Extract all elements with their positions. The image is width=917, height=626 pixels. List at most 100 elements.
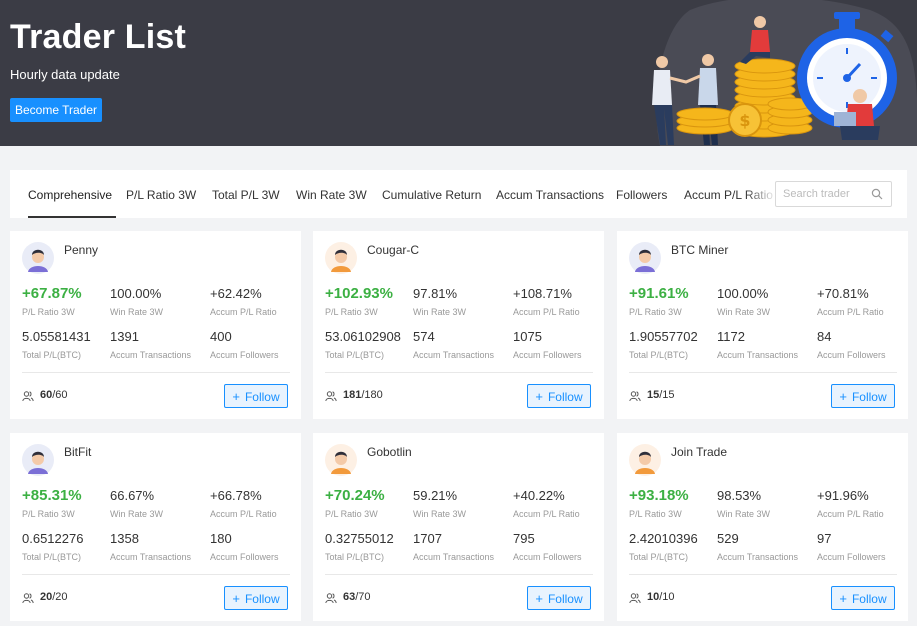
accum-pl-ratio-label: Accum P/L Ratio <box>513 509 580 519</box>
accum-followers-value: 97 <box>817 531 832 546</box>
accum-transactions-value: 1707 <box>413 531 442 546</box>
card-divider <box>325 372 593 373</box>
card-divider <box>22 574 290 575</box>
svg-text:$: $ <box>739 111 750 130</box>
accum-pl-ratio-label: Accum P/L Ratio <box>817 307 884 317</box>
win-rate-3w-value: 100.00% <box>717 286 769 301</box>
accum-transactions-label: Accum Transactions <box>717 552 799 562</box>
card-divider <box>629 372 897 373</box>
trader-avatar-icon[interactable] <box>629 242 661 274</box>
follow-button[interactable]: + Follow <box>527 586 591 610</box>
accum-followers-value: 180 <box>210 531 232 546</box>
follow-button[interactable]: + Follow <box>224 586 288 610</box>
search-box <box>775 181 892 207</box>
current-followers: 20 <box>40 591 53 603</box>
accum-transactions-value: 1172 <box>717 329 745 344</box>
tab-comprehensive[interactable]: Comprehensive <box>28 188 113 202</box>
accum-followers-value: 1075 <box>513 329 542 344</box>
total-pl-btc-label: Total P/L(BTC) <box>325 552 385 562</box>
win-rate-3w-label: Win Rate 3W <box>110 307 164 317</box>
tab-pl-ratio-3w[interactable]: P/L Ratio 3W <box>126 188 197 202</box>
trader-avatar-icon[interactable] <box>22 242 54 274</box>
accum-followers-label: Accum Followers <box>817 350 886 360</box>
trader-name[interactable]: BitFit <box>64 445 92 459</box>
total-pl-btc-value: 5.05581431 <box>22 329 91 344</box>
win-rate-3w-label: Win Rate 3W <box>413 509 467 519</box>
tab-followers[interactable]: Followers <box>616 188 668 202</box>
accum-pl-ratio-label: Accum P/L Ratio <box>210 307 277 317</box>
win-rate-3w-value: 66.67% <box>110 488 155 503</box>
follow-label: Follow <box>547 591 583 606</box>
win-rate-3w-value: 97.81% <box>413 286 458 301</box>
accum-transactions-value: 529 <box>717 531 739 546</box>
accum-pl-ratio-value: +62.42% <box>210 286 262 301</box>
max-followers: /15 <box>659 389 675 401</box>
trader-card: Penny +67.87% P/L Ratio 3W 100.00% Win R… <box>10 231 301 419</box>
follow-label: Follow <box>851 591 887 606</box>
total-pl-btc-label: Total P/L(BTC) <box>22 350 82 360</box>
current-followers: 181 <box>343 389 362 401</box>
accum-followers-value: 84 <box>817 329 832 344</box>
win-rate-3w-value: 98.53% <box>717 488 762 503</box>
follow-button[interactable]: + Follow <box>831 586 895 610</box>
pl-ratio-3w-value: +102.93% <box>325 285 393 302</box>
accum-transactions-value: 1358 <box>110 531 139 546</box>
plus-icon: + <box>839 590 847 606</box>
accum-pl-ratio-value: +66.78% <box>210 488 262 503</box>
ranking-tab-bar: Comprehensive P/L Ratio 3W Total P/L 3W … <box>10 170 907 218</box>
tab-accum-transactions[interactable]: Accum Transactions <box>496 188 605 202</box>
users-icon <box>22 391 34 402</box>
search-icon[interactable] <box>871 188 883 200</box>
accum-pl-ratio-label: Accum P/L Ratio <box>513 307 580 317</box>
trading-illustration: $ <box>652 0 917 146</box>
accum-pl-ratio-value: +70.81% <box>817 286 869 301</box>
pl-ratio-3w-value: +85.31% <box>22 487 82 504</box>
total-pl-btc-label: Total P/L(BTC) <box>629 552 689 562</box>
card-divider <box>629 574 897 575</box>
follow-button[interactable]: + Follow <box>527 384 591 408</box>
accum-transactions-value: 1391 <box>110 329 139 344</box>
tab-win-rate-3w[interactable]: Win Rate 3W <box>296 188 367 202</box>
total-pl-btc-label: Total P/L(BTC) <box>629 350 689 360</box>
pl-ratio-3w-label: P/L Ratio 3W <box>629 307 682 317</box>
trader-avatar-icon[interactable] <box>22 444 54 476</box>
accum-transactions-label: Accum Transactions <box>413 552 495 562</box>
follow-button[interactable]: + Follow <box>831 384 895 408</box>
win-rate-3w-label: Win Rate 3W <box>717 509 771 519</box>
accum-followers-label: Accum Followers <box>513 552 582 562</box>
follow-button[interactable]: + Follow <box>224 384 288 408</box>
search-trader-input[interactable] <box>783 187 869 201</box>
trader-avatar-icon[interactable] <box>325 444 357 476</box>
trader-avatar-icon[interactable] <box>629 444 661 476</box>
plus-icon: + <box>839 388 847 404</box>
accum-transactions-label: Accum Transactions <box>413 350 495 360</box>
trader-avatar-icon[interactable] <box>325 242 357 274</box>
accum-followers-value: 795 <box>513 531 535 546</box>
trader-name[interactable]: Cougar-C <box>367 243 420 257</box>
trader-name[interactable]: Gobotlin <box>367 445 412 459</box>
total-pl-btc-value: 0.32755012 <box>325 531 394 546</box>
follower-count: 15/15 <box>647 389 675 401</box>
tab-total-pl-3w[interactable]: Total P/L 3W <box>212 188 280 202</box>
tab-cumulative-return[interactable]: Cumulative Return <box>382 188 482 202</box>
accum-followers-label: Accum Followers <box>817 552 886 562</box>
card-divider <box>22 372 290 373</box>
active-tab-indicator <box>28 216 116 218</box>
accum-pl-ratio-value: +91.96% <box>817 488 869 503</box>
total-pl-btc-label: Total P/L(BTC) <box>22 552 82 562</box>
trader-name[interactable]: Penny <box>64 243 99 257</box>
pl-ratio-3w-label: P/L Ratio 3W <box>22 509 75 519</box>
accum-followers-label: Accum Followers <box>210 350 279 360</box>
pl-ratio-3w-value: +70.24% <box>325 487 385 504</box>
total-pl-btc-value: 0.6512276 <box>22 531 84 546</box>
trader-name[interactable]: Join Trade <box>671 445 728 459</box>
trader-name[interactable]: BTC Miner <box>671 243 729 257</box>
max-followers: /10 <box>659 591 675 603</box>
total-pl-btc-label: Total P/L(BTC) <box>325 350 385 360</box>
plus-icon: + <box>535 590 543 606</box>
current-followers: 15 <box>647 389 660 401</box>
users-icon <box>325 391 337 402</box>
become-trader-button[interactable]: Become Trader <box>10 98 102 122</box>
win-rate-3w-value: 59.21% <box>413 488 458 503</box>
total-pl-btc-value: 1.90557702 <box>629 329 698 344</box>
